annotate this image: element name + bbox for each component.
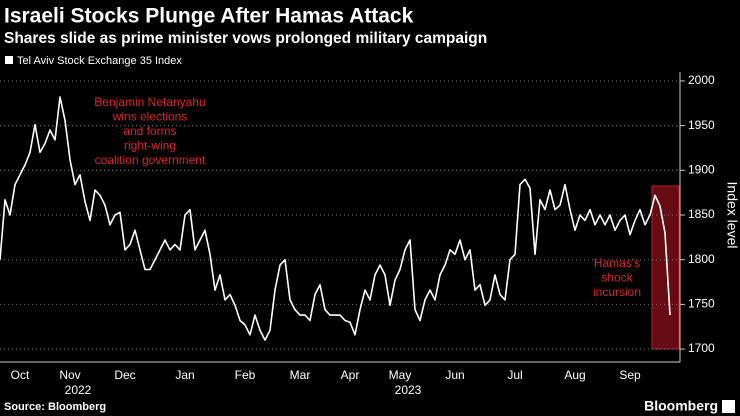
annotation: incursion <box>593 285 641 299</box>
line <box>0 96 671 341</box>
x-group-label: 2023 <box>395 383 422 397</box>
x-tick-label: Sep <box>619 368 641 382</box>
annotation: coalition government <box>95 153 206 167</box>
annotation: and forms <box>123 124 176 138</box>
y-tick-label: 1850 <box>688 207 715 221</box>
legend-label: Tel Aviv Stock Exchange 35 Index <box>17 55 182 67</box>
x-tick-label: May <box>389 368 412 382</box>
x-tick-label: Jun <box>445 368 464 382</box>
y-tick-label: 2000 <box>688 73 715 87</box>
x-tick-label: Jul <box>507 368 522 382</box>
chart-title: Israeli Stocks Plunge After Hamas Attack <box>4 5 414 28</box>
highlight-box <box>651 185 680 350</box>
brand: Bloomberg <box>644 398 718 414</box>
x-tick-label: Feb <box>235 368 256 382</box>
x-tick-label: Aug <box>564 368 585 382</box>
x-tick-label: Dec <box>114 368 135 382</box>
chart-subtitle: Shares slide as prime minister vows prol… <box>4 30 487 47</box>
y-tick-label: 1750 <box>688 297 715 311</box>
x-tick-label: Oct <box>11 368 30 382</box>
annotation: right-wing <box>124 139 176 153</box>
source: Source: Bloomberg <box>4 401 106 413</box>
y-tick-label: 1900 <box>688 162 715 176</box>
y-tick-label: 1800 <box>688 252 715 266</box>
y-axis-title: Index level <box>724 182 740 249</box>
annotation: wins elections <box>112 110 188 124</box>
x-tick-label: Mar <box>290 368 311 382</box>
x-tick-label: Nov <box>59 368 80 382</box>
x-group-label: 2022 <box>65 383 92 397</box>
brand-icon <box>722 400 735 413</box>
y-tick-label: 1950 <box>688 118 715 132</box>
legend-swatch <box>5 56 13 64</box>
x-tick-label: Apr <box>341 368 360 382</box>
annotation: Benjamin Netanyahu <box>94 95 205 109</box>
x-tick-label: Jan <box>175 368 194 382</box>
annotation: shock <box>601 271 633 285</box>
annotation: Hamas's <box>594 256 640 270</box>
y-tick-label: 1700 <box>688 341 715 355</box>
